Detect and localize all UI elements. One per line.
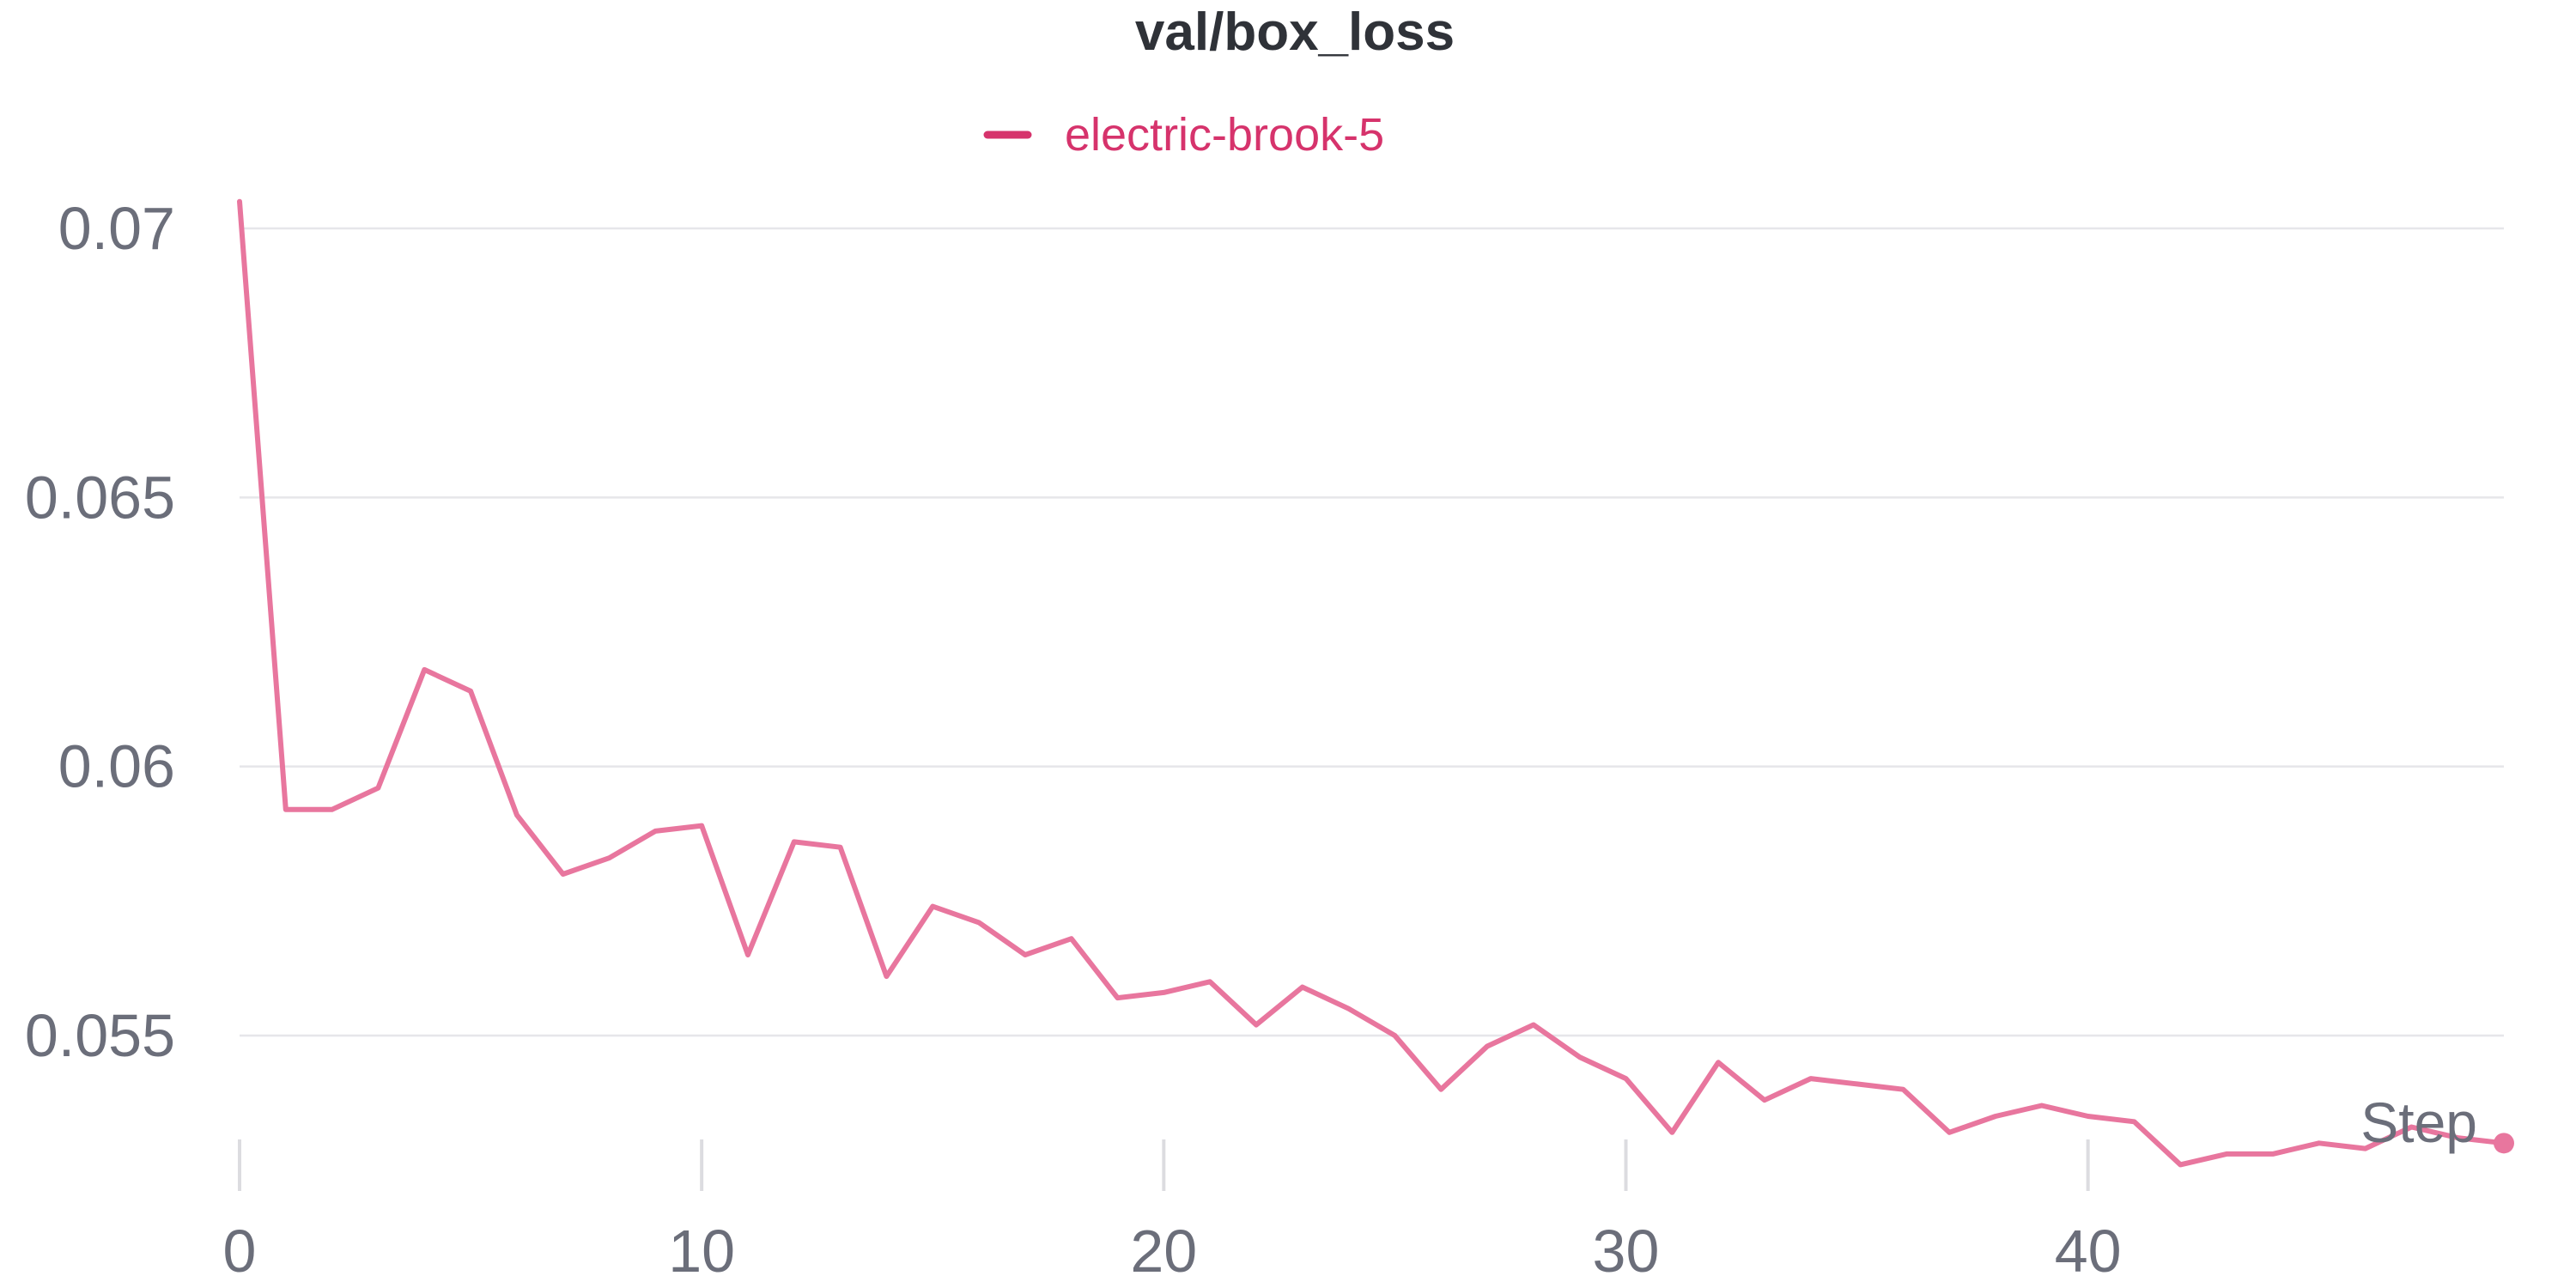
x-axis-title: Step	[2360, 1091, 2477, 1154]
grid	[240, 227, 2504, 1037]
y-tick-label: 0.07	[58, 195, 175, 262]
legend[interactable]: electric-brook-5	[983, 109, 1384, 161]
x-tick-label: 40	[2055, 1218, 2122, 1285]
y-tick-label: 0.065	[25, 464, 175, 531]
x-tick-label: 20	[1130, 1218, 1197, 1285]
legend-label-electric-brook-5: electric-brook-5	[1065, 109, 1384, 161]
x-tick-label: 30	[1593, 1218, 1660, 1285]
series-line-electric-brook-5[interactable]	[237, 198, 2506, 1168]
y-tick-label: 0.06	[58, 733, 175, 800]
x-tick-label: 0	[223, 1218, 257, 1285]
series-group[interactable]	[237, 198, 2514, 1168]
series-endpoint-marker[interactable]	[2494, 1133, 2514, 1154]
x-axis: 0 10 20 30 40	[223, 1139, 2122, 1285]
x-tick-label: 10	[668, 1218, 735, 1285]
chart-title: val/box_loss	[1135, 3, 1455, 62]
y-axis: 0.055 0.06 0.065 0.07	[25, 195, 175, 1069]
y-tick-label: 0.055	[25, 1002, 175, 1069]
